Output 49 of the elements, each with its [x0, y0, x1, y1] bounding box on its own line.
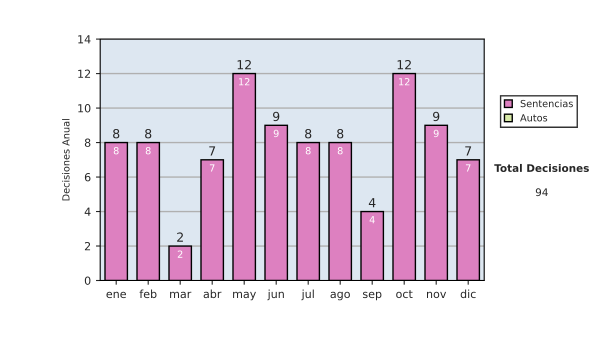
total-label: 9 — [433, 112, 440, 122]
data-label: 8 — [338, 147, 343, 154]
total-label: 7 — [465, 146, 472, 156]
total-label: 9 — [273, 112, 280, 122]
total-label: 12 — [238, 60, 251, 70]
x-tick-label: dic — [460, 290, 476, 298]
y-tick-label: 8 — [84, 138, 90, 147]
x-tick-label: sep — [362, 292, 382, 300]
text: 94 — [536, 188, 548, 196]
legend-label: Autos — [520, 114, 548, 122]
text: Total Decisiones — [494, 164, 589, 172]
y-axis-title: Decisiones Anual — [62, 119, 70, 200]
x-tick-label: may — [233, 292, 256, 300]
y-tick-label: 2 — [84, 242, 90, 250]
y-tick-label: 4 — [84, 208, 91, 216]
data-label: 9 — [434, 130, 439, 138]
y-tick-label: 14 — [78, 35, 91, 44]
total-label: 8 — [113, 128, 120, 138]
x-tick-label: ago — [330, 292, 350, 300]
data-label: 7 — [210, 164, 214, 172]
x-tick-label: nov — [427, 292, 446, 298]
x-tick-label: jun — [267, 290, 284, 300]
x-tick-label: ene — [106, 292, 126, 298]
y-tick-label: 6 — [84, 173, 90, 182]
x-tick-label: mar — [170, 292, 192, 298]
data-label: 12 — [239, 78, 250, 86]
total-label: 8 — [145, 128, 152, 138]
data-label: 12 — [399, 78, 410, 86]
x-tick-label: feb — [140, 290, 156, 298]
data-label: 8 — [114, 147, 119, 154]
data-label: 4 — [370, 216, 375, 224]
data-label: 7 — [466, 164, 470, 172]
data-label: 9 — [274, 130, 279, 138]
y-tick-label: 0 — [84, 276, 90, 285]
total-label: 8 — [305, 128, 312, 138]
x-tick-label: abr — [204, 290, 222, 298]
total-label: 12 — [398, 60, 411, 70]
data-label: 2 — [178, 250, 182, 258]
legend-label: Sentencias — [520, 100, 573, 108]
y-tick-label: 12 — [78, 70, 90, 78]
data-label: 8 — [306, 147, 311, 154]
total-label: 8 — [337, 128, 344, 138]
total-label: 4 — [368, 198, 376, 208]
x-tick-label: oct — [396, 290, 413, 298]
total-label: 7 — [209, 146, 216, 156]
x-tick-label: jul — [301, 290, 314, 300]
total-label: 2 — [177, 232, 183, 242]
data-label: 8 — [146, 147, 151, 154]
y-tick-label: 10 — [78, 104, 90, 112]
